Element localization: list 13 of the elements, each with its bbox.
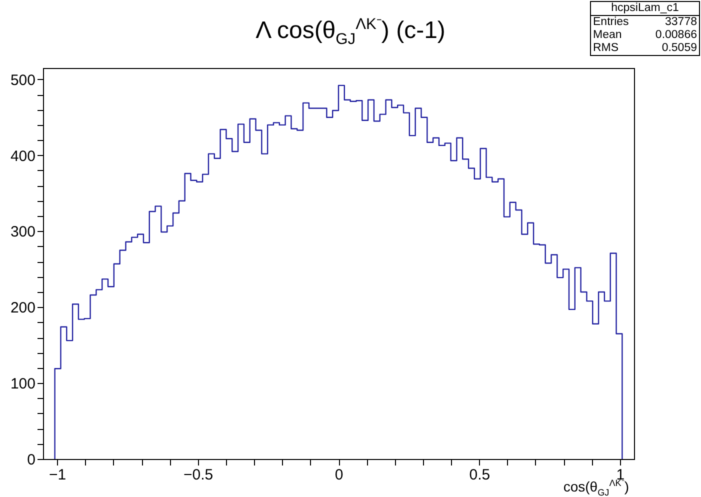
x-tick-label: −1 [49,466,66,484]
chart-title: Λ cos(θ$_{GJ}$$^{ΛK⁻}$) (c-1) [256,16,446,48]
y-tick-label: 400 [10,148,36,165]
y-tick-label: 100 [10,376,36,393]
x-tick-label: 0.5 [469,466,490,484]
x-tick-label: −0.5 [183,466,214,484]
y-tick-label: 200 [10,300,36,317]
y-tick-label: 300 [10,224,36,241]
y-tick-label: 0 [27,452,36,468]
y-tick-label: 500 [10,72,36,89]
x-tick-label: 0 [334,466,344,484]
statistics-box: hcpsiLam_c1 Entries 33778 Mean 0.00866 RMS 0.5059 [590,1,700,56]
x-axis-title: cos(θ$_{GJ}$$^{ΛK⁻}$) [563,478,629,497]
